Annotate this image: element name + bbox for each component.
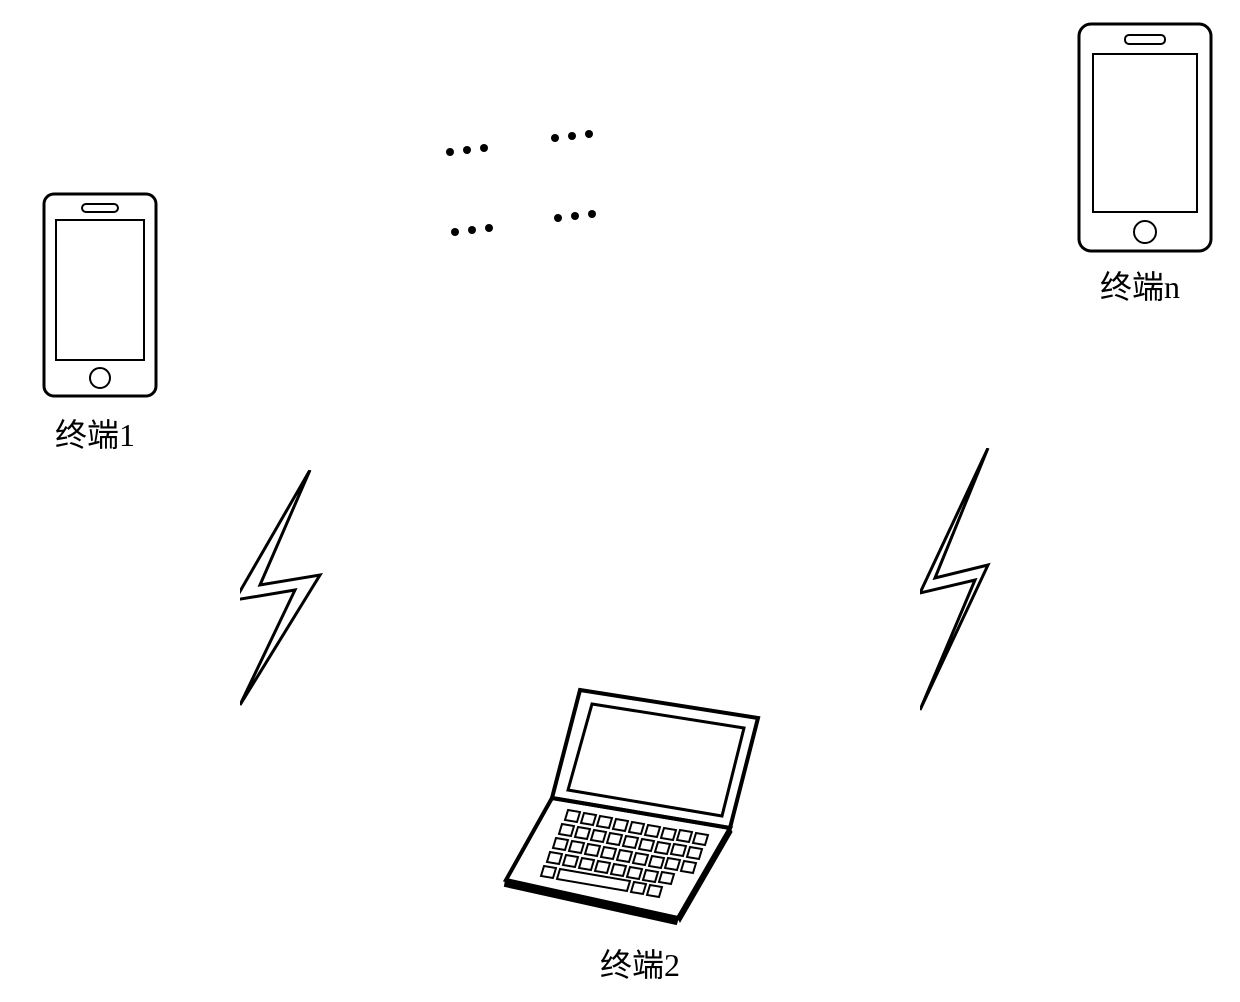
lightning-bolt-left (240, 470, 360, 735)
terminal-2-device (500, 680, 790, 935)
terminal-2-label: 终端2 (600, 940, 680, 986)
terminal-1-label: 终端1 (55, 410, 135, 456)
terminal-n-label: 终端n (1100, 262, 1180, 308)
terminal-n-device (1075, 20, 1215, 260)
ellipsis-dots (0, 0, 700, 285)
lightning-bolt-right (920, 448, 1040, 733)
